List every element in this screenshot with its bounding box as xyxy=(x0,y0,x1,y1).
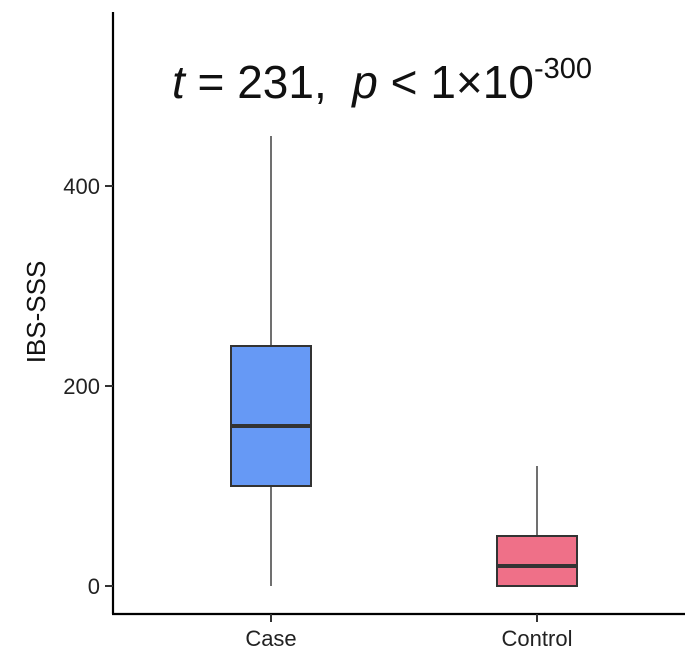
iqr-box xyxy=(496,535,578,587)
iqr-box xyxy=(230,345,312,487)
box-control xyxy=(496,466,578,587)
t-value: = 231, xyxy=(185,56,353,108)
plot-area: 0 200 400 Case Control xyxy=(63,12,685,651)
x-tick-label: Case xyxy=(245,626,296,651)
y-tick-label: 200 xyxy=(63,374,100,399)
p-value: < 1×10 xyxy=(378,56,534,108)
y-tick-label: 0 xyxy=(88,574,100,599)
stat-annotation: t = 231, p < 1×10-300 xyxy=(172,53,592,108)
y-tick-label: 400 xyxy=(63,174,100,199)
y-axis-title: IBS-SSS xyxy=(21,261,51,364)
x-tick-label: Control xyxy=(502,626,573,651)
t-symbol: t xyxy=(172,56,187,108)
box-case xyxy=(230,136,312,586)
p-symbol: p xyxy=(350,56,378,108)
p-exponent: -300 xyxy=(534,53,592,85)
